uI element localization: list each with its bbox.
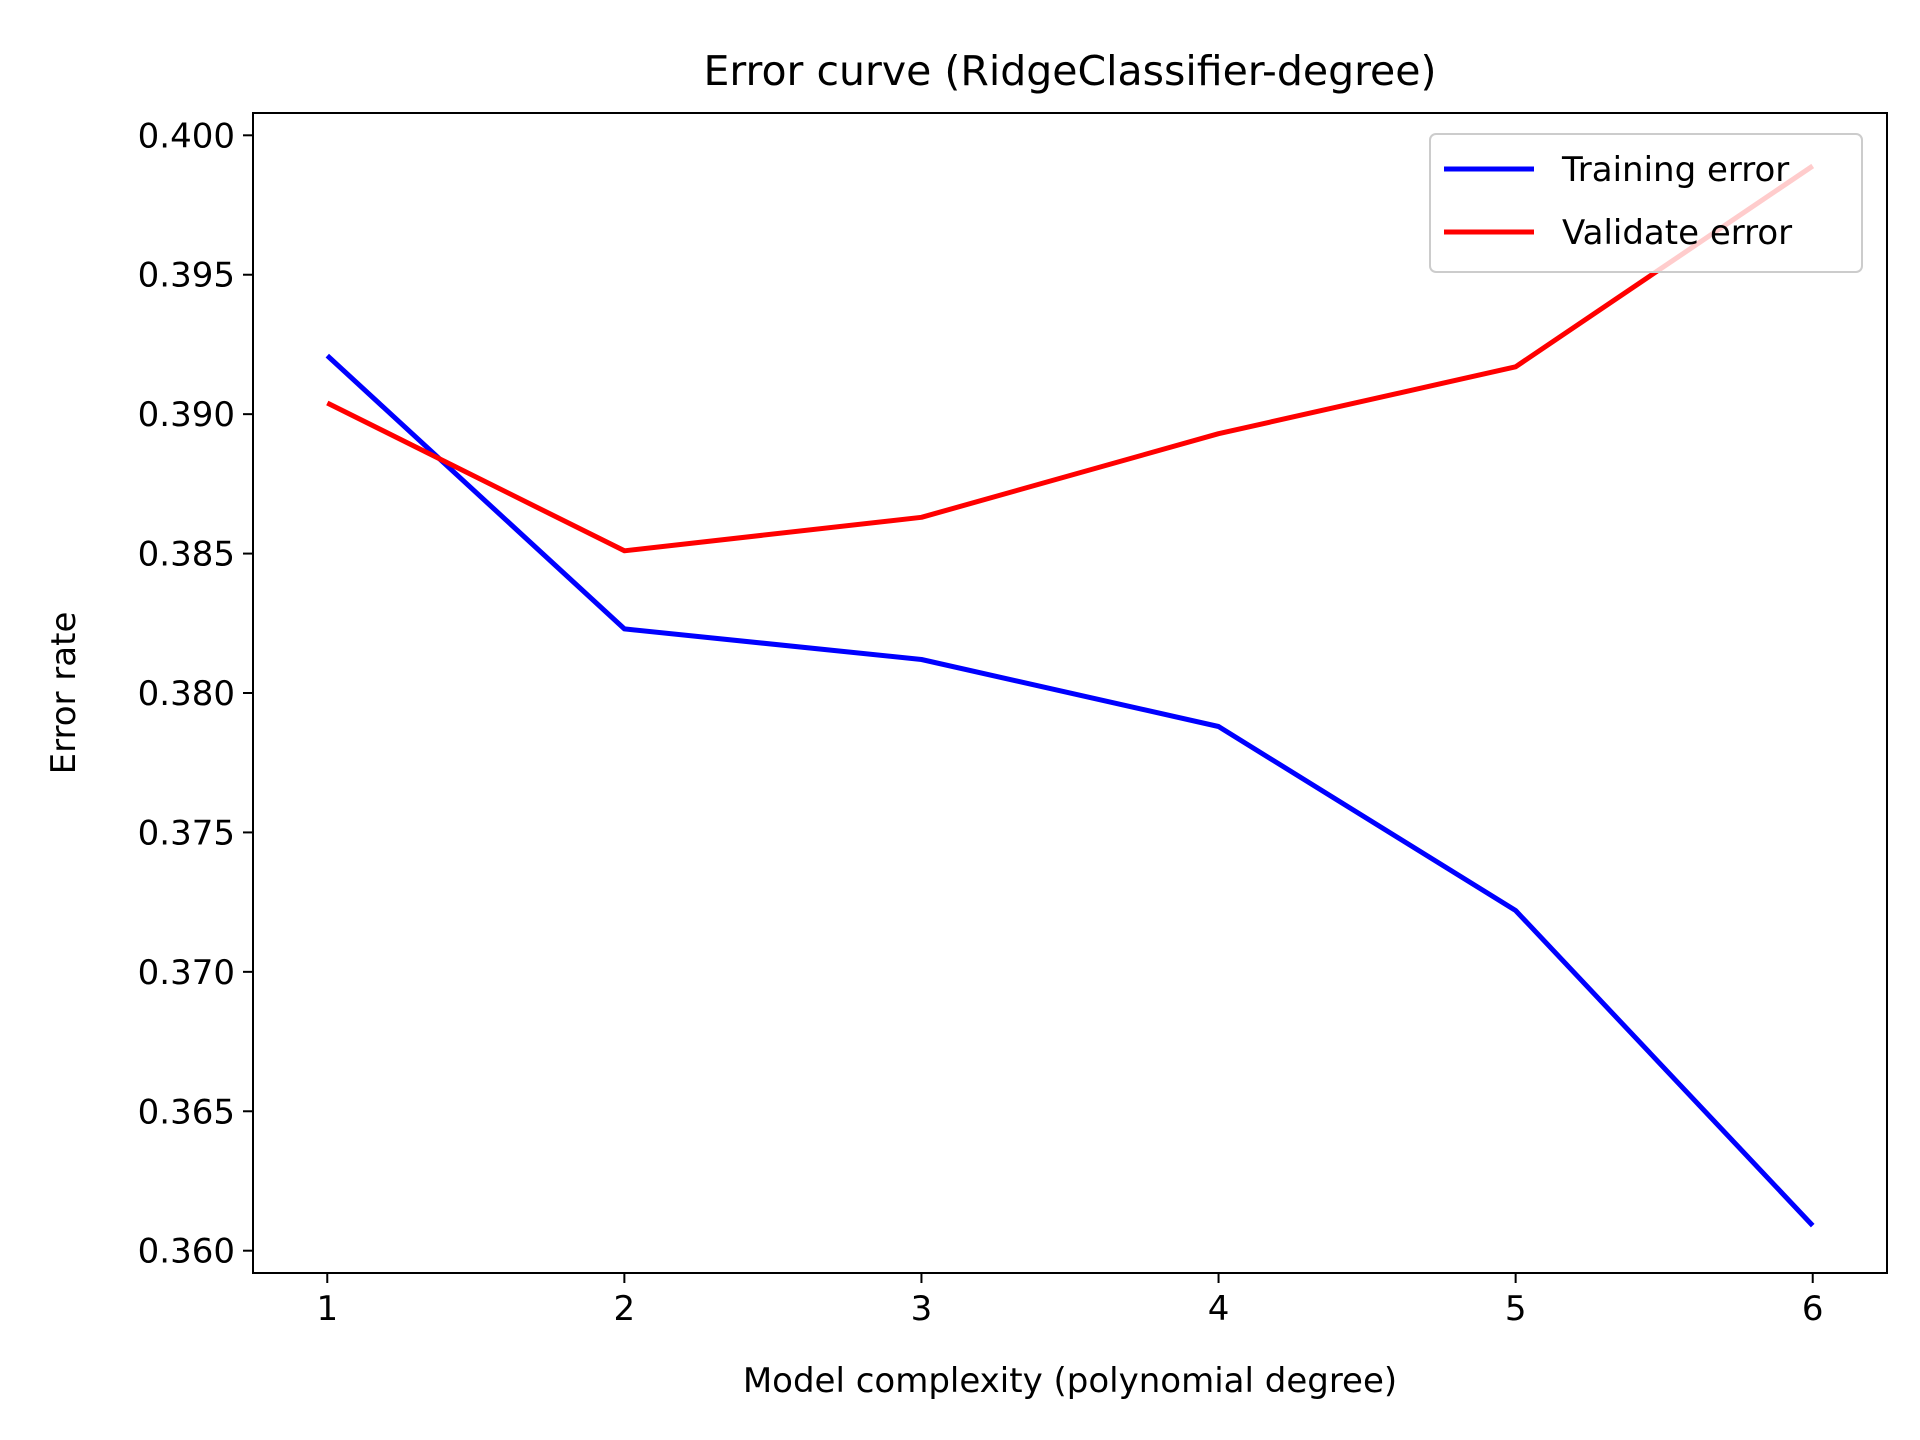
x-axis-ticks: 1 2 3 4 5 6 — [316, 1273, 1824, 1329]
legend-validate-label: Validate error — [1562, 213, 1792, 253]
x-tick-label: 6 — [1802, 1289, 1824, 1329]
x-tick-label: 1 — [316, 1289, 338, 1329]
y-axis-label: Error rate — [44, 612, 84, 775]
y-tick-label: 0.390 — [138, 395, 235, 435]
legend-training-label: Training error — [1561, 150, 1789, 190]
series-layer — [325, 163, 1815, 1228]
x-axis-label: Model complexity (polynomial degree) — [743, 1361, 1397, 1401]
x-tick-label: 2 — [614, 1289, 636, 1329]
y-tick-label: 0.375 — [138, 813, 235, 853]
series-line-training-error — [325, 353, 1815, 1228]
y-axis-ticks: 0.360 0.365 0.370 0.375 0.380 0.385 0.390 0.395… — [138, 116, 253, 1272]
x-tick-label: 4 — [1208, 1289, 1230, 1329]
y-tick-label: 0.360 — [138, 1232, 235, 1272]
y-tick-label: 0.400 — [138, 116, 235, 156]
y-tick-label: 0.395 — [138, 256, 235, 296]
legend: Training error Validate error — [1429, 133, 1863, 273]
y-tick-label: 0.365 — [138, 1092, 235, 1132]
y-tick-label: 0.370 — [138, 953, 235, 993]
x-tick-label: 3 — [911, 1289, 933, 1329]
chart-title: Error curve (RidgeClassifier-degree) — [703, 47, 1436, 95]
y-tick-label: 0.380 — [138, 674, 235, 714]
y-tick-label: 0.385 — [138, 535, 235, 575]
x-tick-label: 5 — [1505, 1289, 1527, 1329]
series-line-validate-error — [326, 163, 1815, 554]
legend-box — [1429, 133, 1863, 273]
